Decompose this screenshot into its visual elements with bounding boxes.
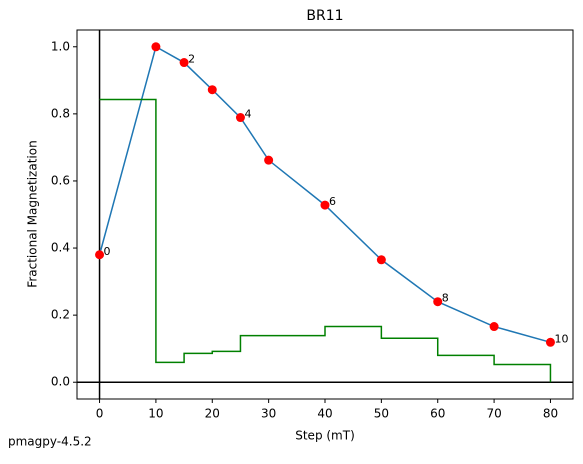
point [433, 297, 443, 307]
annotation: 6 [329, 195, 336, 208]
x-tick-label: 50 [374, 407, 389, 421]
annotation: 10 [554, 332, 568, 345]
annotation: 0 [104, 245, 111, 258]
annotation: 4 [244, 108, 251, 121]
footer: pmagpy-4.5.2 [8, 435, 92, 449]
point [264, 155, 274, 165]
x-tick-label: 30 [261, 407, 276, 421]
point [151, 42, 161, 52]
x-tick-label: 40 [317, 407, 332, 421]
x-tick-label: 10 [148, 407, 163, 421]
plot-frame [76, 29, 574, 400]
annotation: 8 [442, 292, 449, 305]
y-tick-label: 0.8 [51, 106, 70, 120]
x-axis-label: Step (mT) [295, 429, 355, 443]
x-tick-label: 0 [96, 407, 104, 421]
y-tick-label: 0.0 [51, 375, 70, 389]
point [320, 200, 330, 210]
point [95, 250, 105, 260]
chart-title: BR11 [306, 8, 343, 24]
series-line [99, 98, 552, 383]
point [376, 255, 386, 265]
y-axis-label: Fractional Magnetization [26, 140, 40, 287]
x-tick-label: 70 [486, 407, 501, 421]
point [235, 113, 245, 123]
y-tick-label: 1.0 [51, 39, 70, 53]
x-tick-label: 80 [543, 407, 558, 421]
point [545, 337, 555, 347]
x-tick-label: 20 [205, 407, 220, 421]
y-tick-label: 0.6 [51, 173, 70, 187]
point [489, 322, 499, 332]
y-tick-label: 0.2 [51, 308, 70, 322]
point [207, 85, 217, 95]
point [179, 58, 189, 68]
series-line [98, 45, 551, 344]
y-tick-label: 0.4 [51, 241, 70, 255]
x-tick-label: 60 [430, 407, 445, 421]
annotation: 2 [188, 53, 195, 66]
